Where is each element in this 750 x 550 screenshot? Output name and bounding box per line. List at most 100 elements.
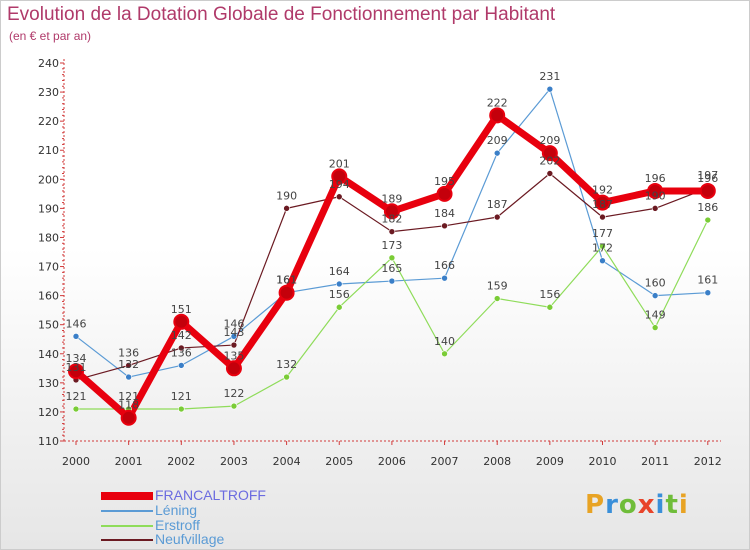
data-label-francaltroff: 135	[223, 349, 244, 362]
data-label-francaltroff: 134	[66, 352, 87, 365]
data-label-lening: 231	[539, 70, 560, 83]
legend-swatch-neufvillage	[101, 539, 153, 541]
data-label-erstroff: 121	[171, 390, 192, 403]
data-label-lening: 209	[487, 134, 508, 147]
data-point-erstroff	[441, 350, 448, 358]
data-point-lening	[704, 289, 712, 297]
logo-letter: x	[637, 490, 656, 520]
data-label-erstroff: 156	[539, 288, 560, 301]
data-point-francaltroff	[120, 409, 137, 426]
legend-swatch-lening	[101, 510, 153, 512]
y-tick-label: 220	[38, 115, 59, 128]
x-tick-label: 2005	[325, 455, 353, 468]
proxiti-logo: Proxiti	[585, 490, 689, 520]
y-tick-label: 180	[38, 231, 59, 244]
data-point-neufvillage	[125, 362, 132, 369]
data-label-francaltroff: 189	[381, 192, 402, 205]
legend-label-neufvillage: Neufvillage	[155, 531, 225, 547]
y-tick-label: 110	[38, 435, 59, 448]
data-label-lening: 164	[329, 265, 350, 278]
data-label-erstroff: 156	[329, 288, 350, 301]
data-point-francaltroff	[173, 313, 190, 330]
data-point-francaltroff	[594, 194, 611, 211]
data-point-lening	[178, 362, 185, 369]
data-label-neufvillage: 197	[697, 169, 718, 182]
data-point-francaltroff	[436, 185, 453, 202]
y-tick-label: 210	[38, 144, 59, 157]
data-point-francaltroff	[68, 363, 84, 380]
data-point-lening	[441, 274, 448, 282]
data-point-neufvillage	[335, 193, 343, 201]
y-tick-label: 120	[38, 406, 59, 419]
data-label-lening: 166	[434, 259, 455, 272]
y-tick-label: 240	[38, 57, 59, 70]
data-point-francaltroff	[699, 182, 716, 199]
data-label-francaltroff: 192	[592, 184, 613, 197]
legend-swatch-erstroff	[101, 525, 153, 527]
data-point-francaltroff	[331, 168, 348, 185]
data-point-lening	[230, 333, 238, 340]
data-point-erstroff	[388, 254, 396, 262]
data-label-neufvillage: 143	[223, 326, 244, 339]
logo-letter: o	[618, 490, 638, 520]
data-label-erstroff: 159	[487, 280, 508, 293]
data-label-lening: 146	[223, 317, 244, 330]
logo-letter: i	[678, 490, 689, 520]
data-label-francaltroff: 161	[276, 274, 297, 287]
legend-label-erstroff: Erstroff	[155, 517, 200, 533]
data-point-neufvillage	[441, 222, 448, 230]
data-label-francaltroff: 195	[434, 175, 455, 188]
x-tick-label: 2007	[431, 455, 459, 468]
data-label-erstroff: 173	[381, 239, 402, 252]
y-tick-label: 230	[38, 86, 59, 99]
data-point-neufvillage	[493, 213, 501, 221]
data-point-neufvillage	[283, 205, 290, 212]
data-point-erstroff	[178, 405, 185, 413]
x-tick-label: 2008	[483, 455, 511, 468]
data-label-lening: 161	[276, 274, 297, 287]
data-point-neufvillage	[599, 213, 606, 221]
x-tick-label: 2012	[694, 455, 722, 468]
legend-swatch-francaltroff	[101, 492, 153, 500]
logo-letter: r	[605, 490, 619, 520]
data-point-erstroff	[493, 295, 501, 302]
data-point-neufvillage	[230, 341, 238, 349]
y-tick-label: 190	[38, 202, 59, 215]
data-point-lening	[335, 280, 343, 288]
x-tick-label: 2003	[220, 455, 248, 468]
data-point-francaltroff	[383, 203, 400, 220]
data-point-erstroff	[599, 242, 606, 250]
data-label-erstroff: 121	[118, 390, 139, 403]
data-point-erstroff	[651, 324, 659, 331]
data-point-neufvillage	[178, 344, 185, 352]
data-label-francaltroff: 222	[487, 96, 508, 109]
data-point-lening	[388, 277, 396, 285]
data-point-francaltroff	[541, 145, 558, 162]
data-label-lening: 165	[381, 262, 402, 275]
data-point-erstroff	[704, 216, 712, 224]
data-label-erstroff: 186	[697, 201, 718, 214]
data-point-erstroff	[283, 373, 290, 381]
data-point-francaltroff	[278, 284, 295, 301]
legend-label-francaltroff: FRANCALTROFF	[155, 487, 266, 503]
data-label-neufvillage: 142	[171, 329, 192, 342]
data-point-erstroff	[546, 303, 554, 311]
data-point-francaltroff	[225, 360, 242, 377]
data-point-erstroff	[72, 405, 80, 413]
data-point-francaltroff	[647, 182, 664, 199]
y-tick-label: 140	[38, 348, 59, 361]
data-label-erstroff: 149	[645, 309, 666, 322]
x-tick-label: 2000	[62, 455, 90, 468]
x-tick-label: 2006	[378, 455, 406, 468]
x-tick-label: 2011	[641, 455, 669, 468]
data-label-erstroff: 121	[66, 390, 87, 403]
data-point-neufvillage	[546, 170, 554, 177]
data-point-erstroff	[230, 402, 238, 410]
data-point-lening	[651, 292, 659, 299]
data-point-lening	[599, 257, 606, 265]
data-label-lening: 172	[592, 242, 613, 255]
data-point-neufvillage	[388, 228, 396, 235]
y-tick-label: 200	[38, 173, 59, 186]
